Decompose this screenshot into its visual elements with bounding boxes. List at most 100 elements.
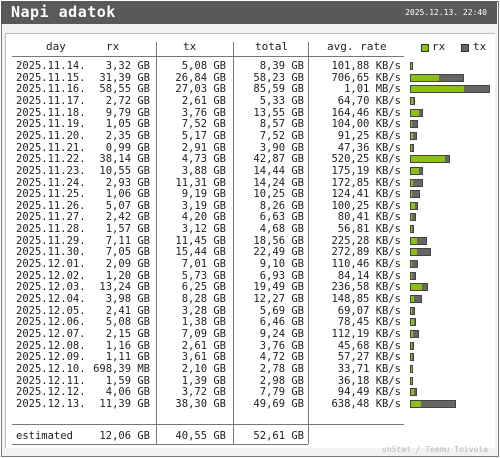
rx-bar-fill [411,272,412,279]
table-row: 2025.11.24. 2,93 GB 11,31 GB 14,24 GB 172,85… [0,177,500,189]
traffic-bar [410,108,423,117]
table-row: 2025.12.06. 5,08 GB 1,38 GB 6,46 GB 78,45 KB… [0,316,500,328]
cell-avg-rate: 36,18 KB/s [337,374,401,387]
cell-day: 2025.12.03. [16,281,86,294]
cell-tx: 3,88 GB [181,164,226,177]
table-row: 2025.11.16. 58,55 GB 27,03 GB 85,59 GB 1,01 … [0,83,500,95]
cell-avg-rate: 1,01 MB/s [344,83,401,96]
rx-bar-fill [411,330,413,337]
table-row: 2025.11.21. 0,99 GB 2,91 GB 3,90 GB 47,36 KB… [0,142,500,154]
cell-total: 5,69 GB [259,304,304,317]
table-row: 2025.12.04. 3,98 GB 8,28 GB 12,27 GB 148,85 … [0,293,500,305]
cell-rx: 1,59 GB [105,374,150,387]
cell-day: 2025.11.14. [16,60,86,72]
rx-bar-fill [411,109,419,116]
cell-total: 19,49 GB [253,281,304,294]
cell-rx: 1,06 GB [105,188,150,201]
traffic-bar [410,155,450,164]
column-divider-total-avg [308,42,309,444]
table-row: 2025.11.20. 2,35 GB 5,17 GB 7,52 GB 91,25 KB… [0,130,500,142]
cell-total: 42,87 GB [253,153,304,166]
table-row: 2025.11.15. 31,39 GB 26,84 GB 58,23 GB 706,6… [0,72,500,84]
cell-rx: 3,98 GB [105,293,150,305]
cell-day: 2025.12.04. [16,293,86,305]
cell-day: 2025.12.05. [16,304,86,317]
legend-tx-label: tx [473,40,487,53]
cell-rx: 11,39 GB [99,397,150,410]
cell-avg-rate: 236,58 KB/s [331,281,401,294]
cell-tx: 2,61 GB [181,339,226,352]
cell-avg-rate: 57,27 KB/s [337,351,401,364]
rx-bar-fill [411,214,413,221]
cell-avg-rate: 45,68 KB/s [337,339,401,352]
traffic-bar [410,364,413,373]
rx-bar-fill [411,202,415,209]
cell-tx: 5,73 GB [181,269,226,282]
table-row: 2025.11.19. 1,05 GB 7,52 GB 8,57 GB 104,00 K… [0,118,500,130]
cell-total: 7,79 GB [259,386,304,399]
cell-avg-rate: 69,07 KB/s [337,304,401,317]
table-row: 2025.11.14. 3,32 GB 5,08 GB 8,39 GB 101,88 K… [0,60,500,72]
cell-rx: 5,08 GB [105,316,150,329]
traffic-bar [410,248,431,257]
timestamp: 2025.12.13. 22:40 [405,8,487,17]
title-bar: Napi adatok 2025.12.13. 22:40 [1,1,497,24]
cell-tx: 4,20 GB [181,211,226,224]
cell-total: 49,69 GB [253,397,304,410]
traffic-bar [410,178,423,187]
summary-bottom-rule [12,444,308,445]
summary-rule [12,424,404,425]
cell-rx: 2,35 GB [105,129,150,142]
cell-total: 6,93 GB [259,269,304,282]
cell-rx: 698,39 MB [93,362,150,375]
cell-rx: 2,93 GB [105,176,150,189]
cell-rx: 9,79 GB [105,106,150,119]
table-row: 2025.11.23. 10,55 GB 3,88 GB 14,44 GB 175,19… [0,165,500,177]
column-divider-rx-tx [156,42,157,444]
cell-total: 22,49 GB [253,246,304,259]
cell-tx: 3,61 GB [181,351,226,364]
traffic-bar [410,143,414,152]
cell-day: 2025.12.12. [16,386,86,399]
cell-day: 2025.11.25. [16,188,86,201]
cell-avg-rate: 638,48 KB/s [331,397,401,410]
cell-tx: 3,76 GB [181,106,226,119]
rx-bar-fill [411,86,465,93]
cell-rx: 1,20 GB [105,269,150,282]
legend-tx-swatch [461,44,469,52]
cell-tx: 11,45 GB [175,234,226,247]
cell-avg-rate: 104,00 KB/s [331,118,401,131]
traffic-bar [410,131,417,140]
traffic-bar [410,120,418,129]
cell-rx: 2,41 GB [105,304,150,317]
cell-avg-rate: 164,46 KB/s [331,106,401,119]
cell-rx: 3,32 GB [105,60,150,72]
traffic-bar [410,329,419,338]
cell-rx: 4,06 GB [105,386,150,399]
header-tx: tx [183,40,197,53]
cell-total: 58,23 GB [253,71,304,84]
table-row: 2025.11.22. 38,14 GB 4,73 GB 42,87 GB 520,25… [0,153,500,165]
cell-total: 5,33 GB [259,94,304,107]
cell-total: 8,57 GB [259,118,304,131]
traffic-bar [410,62,413,70]
rx-bar-fill [411,377,412,384]
cell-avg-rate: 80,41 KB/s [337,211,401,224]
cell-tx: 2,91 GB [181,141,226,154]
cell-tx: 4,73 GB [181,153,226,166]
cell-total: 12,27 GB [253,293,304,305]
table-row: 2025.11.30. 7,05 GB 15,44 GB 22,49 GB 272,89… [0,246,500,258]
traffic-bar [410,73,464,82]
cell-rx: 2,72 GB [105,94,150,107]
cell-avg-rate: 112,19 KB/s [331,327,401,340]
cell-avg-rate: 148,85 KB/s [331,293,401,305]
cell-avg-rate: 47,36 KB/s [337,141,401,154]
rx-bar-fill [411,319,415,326]
rx-bar-fill [411,156,445,163]
cell-day: 2025.11.28. [16,223,86,236]
cell-day: 2025.11.30. [16,246,86,259]
cell-avg-rate: 272,89 KB/s [331,246,401,259]
cell-day: 2025.11.22. [16,153,86,166]
cell-tx: 2,10 GB [181,362,226,375]
cell-tx: 38,30 GB [175,397,226,410]
